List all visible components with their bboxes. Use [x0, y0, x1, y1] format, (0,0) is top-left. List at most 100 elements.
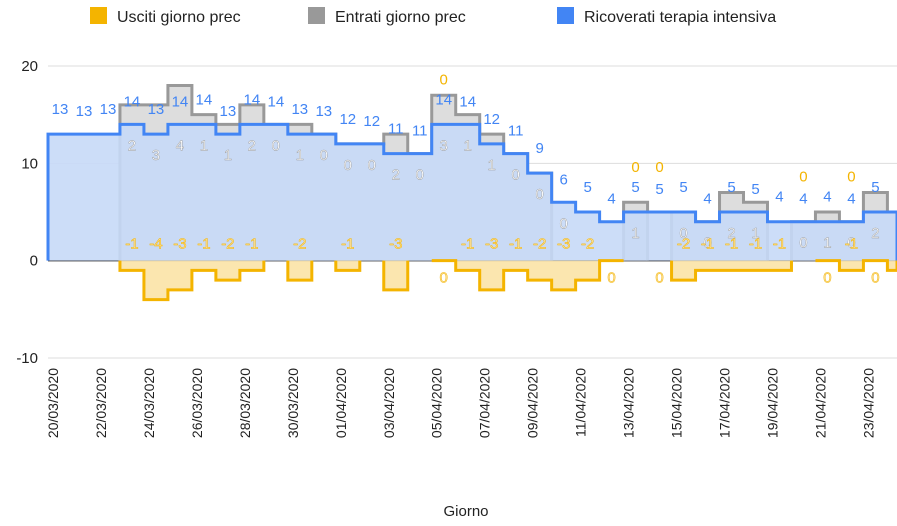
data-label-usciti: -3 [173, 235, 186, 252]
data-label-ricoverati: 5 [871, 179, 879, 196]
x-tick-label: 22/03/2020 [93, 368, 109, 438]
data-label-usciti: -1 [701, 235, 714, 252]
data-label-ricoverati: 5 [655, 181, 663, 198]
x-tick-label: 07/04/2020 [477, 368, 493, 438]
data-label-usciti-top: 0 [799, 169, 807, 186]
data-label-usciti: -1 [749, 235, 762, 252]
data-label-ricoverati: 14 [196, 91, 213, 108]
data-label-ricoverati: 11 [508, 123, 524, 140]
data-label-ricoverati: 13 [76, 103, 93, 120]
x-axis-title: Giorno [443, 503, 488, 520]
data-label-ricoverati: 6 [559, 171, 567, 188]
data-label-entrati: 1 [751, 225, 759, 242]
data-label-entrati: 1 [823, 235, 831, 252]
data-label-usciti: -1 [725, 235, 738, 252]
x-tick-label: 19/04/2020 [764, 368, 780, 438]
data-label-entrati: 2 [248, 137, 256, 154]
data-label-usciti: -3 [485, 235, 498, 252]
legend-swatch-entrati [308, 7, 325, 24]
line-usciti [286, 260, 314, 282]
data-label-ricoverati: 11 [388, 121, 404, 138]
data-label-usciti: -1 [197, 235, 210, 252]
data-label-usciti: -1 [509, 235, 522, 252]
legend-label-usciti: Usciti giorno prec [117, 9, 241, 26]
data-label-usciti: -1 [773, 235, 786, 252]
x-tick-label: 23/04/2020 [860, 368, 876, 438]
data-label-ricoverati: 12 [363, 113, 380, 130]
line-ricoverati [46, 122, 897, 261]
y-tick-label: 0 [30, 253, 38, 270]
data-label-entrati: 0 [320, 147, 328, 164]
data-label-usciti-top: 0 [631, 159, 639, 176]
data-label-usciti: 0 [823, 269, 831, 286]
data-label-entrati: 1 [488, 157, 496, 174]
legend-label-entrati: Entrati giorno prec [335, 9, 466, 26]
x-tick-label: 21/04/2020 [812, 368, 828, 438]
x-tick-label: 09/04/2020 [525, 368, 541, 438]
data-label-ricoverati: 12 [339, 111, 356, 128]
data-labels: 13 13 13 142-1133-4144-3141-1131-2142-11401… [52, 71, 880, 286]
data-label-ricoverati: 13 [291, 101, 308, 118]
data-label-entrati: 0 [344, 157, 352, 174]
x-tick-label: 13/04/2020 [621, 368, 637, 438]
x-tick-label: 11/04/2020 [573, 368, 589, 437]
x-tick-label: 30/03/2020 [285, 368, 301, 438]
data-label-ricoverati: 13 [220, 103, 237, 120]
data-label-entrati: 2 [392, 167, 400, 184]
data-label-usciti: -2 [581, 235, 594, 252]
x-tick-label: 05/04/2020 [429, 368, 445, 438]
data-label-entrati: 0 [847, 235, 855, 252]
data-label-ricoverati: 5 [583, 179, 591, 196]
line-usciti [670, 260, 793, 282]
data-label-ricoverati: 13 [100, 101, 117, 118]
data-label-ricoverati: 14 [435, 91, 452, 108]
legend-swatch-ricoverati [557, 7, 574, 24]
data-label-usciti: -2 [677, 235, 690, 252]
data-label-ricoverati: 5 [727, 179, 735, 196]
data-label-entrati: 0 [416, 167, 424, 184]
line-usciti [815, 259, 897, 272]
data-label-ricoverati: 14 [267, 93, 284, 110]
x-tick-label: 28/03/2020 [237, 368, 253, 438]
data-label-usciti: 0 [871, 269, 879, 286]
line-usciti [334, 260, 362, 272]
data-label-usciti: -1 [845, 235, 858, 252]
data-label-usciti: -4 [149, 235, 162, 252]
data-label-ricoverati: 13 [148, 101, 165, 118]
x-tick-label: 20/03/2020 [45, 368, 61, 438]
data-label-usciti: -2 [221, 235, 234, 252]
data-label-entrati: 0 [703, 235, 711, 252]
data-label-entrati: 2 [871, 225, 879, 242]
data-label-ricoverati: 13 [52, 101, 69, 118]
data-label-ricoverati: 14 [172, 93, 189, 110]
data-label-ricoverati: 9 [535, 140, 543, 157]
area-usciti [335, 260, 360, 271]
x-tick-label: 03/04/2020 [381, 368, 397, 438]
x-tick-label: 24/03/2020 [141, 368, 157, 438]
data-label-entrati: 2 [727, 225, 735, 242]
data-label-ricoverati: 4 [703, 191, 711, 208]
data-label-usciti: -3 [557, 235, 570, 252]
data-label-entrati: 0 [679, 225, 687, 242]
x-tick-label: 26/03/2020 [189, 368, 205, 438]
x-tick-label: 01/04/2020 [333, 368, 349, 438]
data-label-usciti: -1 [245, 235, 258, 252]
legend-label-ricoverati: Ricoverati terapia intensiva [584, 9, 776, 26]
x-axis: 20/03/2020 22/03/2020 24/03/2020 26/03/2020… [45, 368, 876, 438]
line-usciti [382, 260, 410, 292]
x-tick-label: 17/04/2020 [717, 368, 733, 438]
y-tick-label: -10 [16, 350, 38, 367]
line-usciti [431, 259, 624, 292]
data-label-ricoverati: 13 [315, 103, 332, 120]
data-label-ricoverati: 4 [607, 191, 615, 208]
data-label-usciti-top: 0 [847, 169, 855, 186]
data-label-usciti: 0 [440, 269, 448, 286]
data-label-entrati: 2 [128, 137, 136, 154]
area-ricoverati [48, 124, 897, 261]
data-label-usciti: -2 [293, 235, 306, 252]
data-label-ricoverati: 14 [459, 93, 476, 110]
data-label-usciti: -1 [125, 235, 138, 252]
data-label-entrati: 3 [152, 147, 160, 164]
